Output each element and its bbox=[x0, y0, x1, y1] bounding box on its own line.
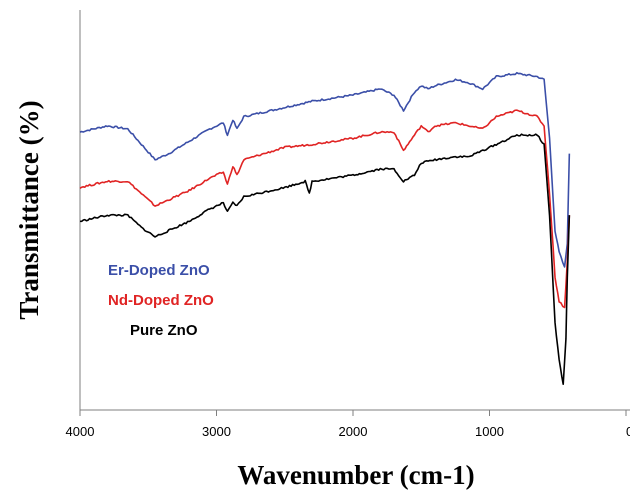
x-tick-label: 2000 bbox=[339, 424, 368, 439]
plot-frame bbox=[79, 10, 630, 411]
series-line-pure-zno bbox=[79, 133, 571, 386]
x-tick-label: 3000 bbox=[202, 424, 231, 439]
y-axis-title: Transmittance (%) bbox=[14, 100, 44, 319]
legend-label-er-doped: Er-Doped ZnO bbox=[108, 262, 210, 279]
x-tick-label: 0 bbox=[626, 424, 630, 439]
x-tick-label: 1000 bbox=[475, 424, 504, 439]
series-line-nd-doped-zno bbox=[79, 109, 571, 309]
legend-label-pure: Pure ZnO bbox=[130, 322, 198, 339]
series-line-er-doped-zno bbox=[79, 71, 571, 268]
legend-label-nd-doped: Nd-Doped ZnO bbox=[108, 292, 214, 309]
series-layer bbox=[79, 71, 571, 386]
x-tick-label: 4000 bbox=[66, 424, 95, 439]
x-axis-ticks: 4000 3000 2000 1000 0 bbox=[66, 410, 630, 439]
x-axis-title: Wavenumber (cm-1) bbox=[237, 460, 474, 490]
